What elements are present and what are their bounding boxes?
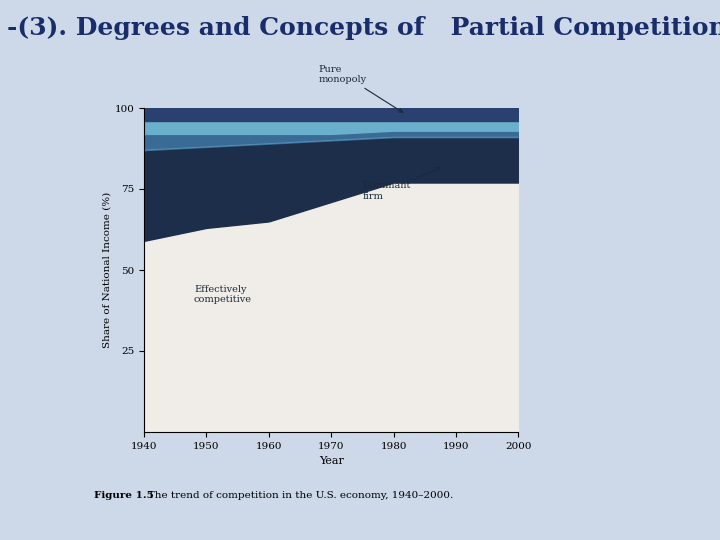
Text: Dominant
firm: Dominant firm [362,168,440,201]
X-axis label: Year: Year [319,456,343,466]
Y-axis label: Share of National Income (%): Share of National Income (%) [103,192,112,348]
Text: Figure 1.5: Figure 1.5 [94,491,153,501]
Text: Effectively
competitive: Effectively competitive [194,285,252,305]
Text: Pure
monopoly: Pure monopoly [319,65,402,112]
Text: The trend of competition in the U.S. economy, 1940–2000.: The trend of competition in the U.S. eco… [138,491,454,501]
Text: -(3). Degrees and Concepts of   Partial Competition: -(3). Degrees and Concepts of Partial Co… [7,16,720,40]
